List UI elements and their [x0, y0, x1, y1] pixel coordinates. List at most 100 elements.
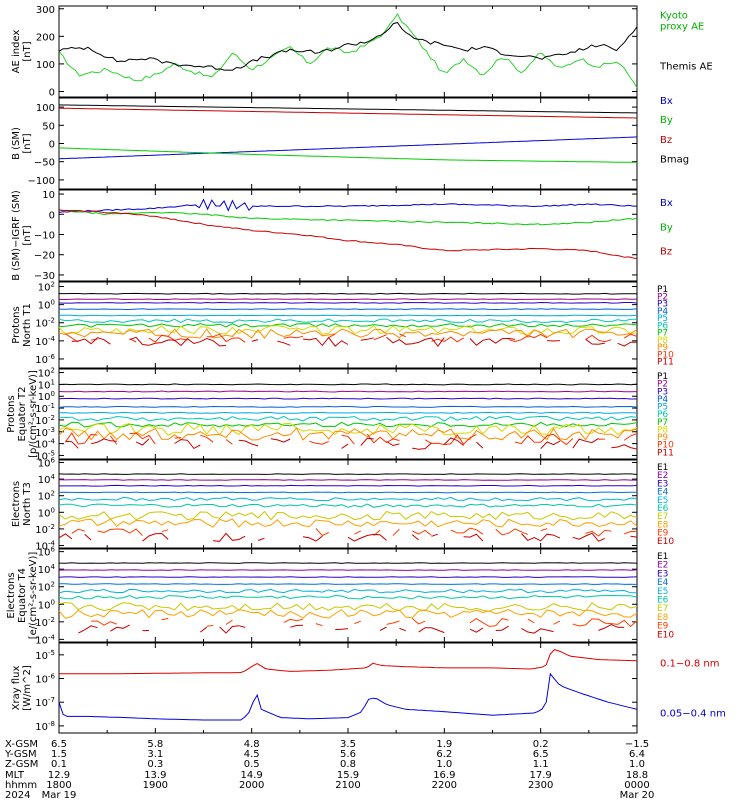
channel-legend-e5: E5 [657, 587, 668, 597]
channel-line-e3 [59, 484, 638, 487]
y-tick-label: 10-5 [35, 649, 55, 662]
x-axis-value: 16.9 [433, 770, 455, 781]
y-tick-label: 10-6 [35, 673, 55, 686]
channel-legend-p7: P7 [657, 329, 668, 339]
legend-by: By [660, 222, 673, 233]
y-axis-label: ProtonsNorth T1 [11, 303, 33, 347]
channel-legend-e6: E6 [657, 504, 669, 514]
channel-legend-p7: P7 [657, 418, 668, 428]
y-tick-label: 100 [38, 506, 55, 519]
legend-kyoto-proxy-ae: Kyoto proxy AE [660, 10, 704, 32]
y-tick-label: 104 [38, 563, 56, 576]
channel-line-p3 [58, 397, 637, 400]
y-tick-label: −10 [34, 230, 55, 241]
channel-line-e5 [58, 496, 638, 502]
channel-legend-e10: E10 [657, 537, 674, 547]
panel-3: 10 0 −10 −20 −30B (SM)−IGRF (SM)[nT] Bx By Bz [11, 189, 673, 282]
y-tick-label: 102 [38, 490, 55, 503]
y-tick-label: 100 [38, 299, 55, 312]
channel-line-p1 [59, 292, 638, 295]
x-axis-value: 2200 [432, 780, 457, 791]
panel-frame [58, 189, 638, 282]
series-line-bz [58, 107, 638, 119]
channel-line-e7 [58, 510, 638, 521]
panel-frame [58, 368, 638, 460]
x-axis-value: 1.5 [51, 749, 67, 760]
series-line-0-05-0-4-nm [58, 672, 638, 721]
y-tick-label: 104 [38, 473, 56, 486]
y-tick-label: 300 [36, 5, 55, 16]
x-axis-value: 1.0 [436, 759, 452, 770]
channel-legend-p10: P10 [657, 350, 674, 360]
channel-legend-p11: P11 [657, 358, 674, 368]
channel-line-e5 [58, 588, 637, 594]
x-axis-value: 12.9 [48, 770, 70, 781]
channel-legend-e10: E10 [657, 630, 674, 640]
channel-line-e2 [58, 479, 638, 481]
y-tick-label: −100 [28, 176, 55, 187]
channel-legend-p6: P6 [657, 321, 668, 331]
series-line-bz [58, 209, 638, 260]
y-tick-label: 10-6 [35, 353, 55, 366]
y-tick-label: −50 [34, 158, 55, 169]
x-axis-value: 13.9 [144, 770, 166, 781]
x-axis-value: 5.6 [340, 749, 356, 760]
panel-5: 10210110010-110-210-310-410-5ProtonsEqua… [6, 367, 674, 463]
legend-themis-ae: Themis AE [659, 61, 713, 72]
channel-legend-e5: E5 [657, 496, 668, 506]
channel-line-e10 [78, 625, 637, 634]
x-axis-value: −1.5 [625, 739, 649, 750]
x-axis-value: 17.9 [530, 770, 552, 781]
x-axis-value: 18.8 [626, 770, 648, 781]
channel-line-e10 [58, 532, 638, 542]
x-axis-value: 1.9 [436, 739, 452, 750]
channel-legend-p1: P1 [657, 285, 668, 295]
y-tick-label: 100 [38, 598, 55, 611]
channel-legend-e9: E9 [657, 622, 669, 632]
x-axis-value: 14.9 [241, 770, 263, 781]
channel-line-p1 [58, 383, 638, 386]
channel-legend-p1: P1 [657, 372, 668, 382]
channel-line-p4 [58, 308, 638, 311]
x-axis-value: 6.5 [51, 739, 67, 750]
legend-by: By [660, 115, 673, 126]
x-axis-value: 5.8 [147, 739, 163, 750]
x-axis-value: 0.3 [147, 759, 163, 770]
channel-line-p5 [58, 314, 638, 317]
channel-line-p7 [58, 421, 638, 428]
legend-bmag: Bmag [660, 154, 689, 165]
y-axis-label: B (SM)[nT] [11, 127, 33, 160]
channel-legend-e1: E1 [657, 552, 668, 562]
x-axis-value: 6.5 [533, 749, 549, 760]
channel-legend-e7: E7 [657, 604, 668, 614]
series-line-0-1-0-8-nm [59, 649, 638, 675]
x-axis-value: 2100 [335, 780, 360, 791]
panel-1: 300 200 100 0 AE index[nT] Kyoto proxy AE Themi… [11, 5, 713, 99]
channel-line-e1 [58, 562, 638, 564]
channel-line-e7 [58, 602, 638, 612]
x-axis-value: 4.5 [244, 749, 260, 760]
channel-line-e4 [58, 491, 637, 494]
y-tick-label: −20 [34, 251, 55, 262]
channel-line-e9 [91, 617, 638, 628]
series-line-bmag [58, 104, 637, 114]
channel-legend-e3: E3 [657, 569, 668, 579]
channel-line-e6 [58, 594, 638, 600]
y-tick-label: 106 [38, 546, 56, 559]
channel-legend-p10: P10 [657, 441, 674, 451]
x-axis-value: 1.0 [629, 759, 645, 770]
x-axis-value: 1900 [143, 780, 168, 791]
x-axis-row-label: Z-GSM [5, 759, 38, 770]
channel-line-e6 [58, 503, 638, 508]
x-axis-value: 0000 [624, 780, 649, 791]
channel-legend-p11: P11 [657, 448, 674, 458]
channel-legend-p4: P4 [657, 307, 668, 317]
channel-legend-e1: E1 [657, 463, 668, 473]
channel-line-e1 [58, 473, 638, 475]
y-axis-label: AE index[nT] [11, 30, 33, 74]
y-axis-label: ElectronsNorth T3 [11, 481, 33, 527]
panel-frame [58, 5, 638, 98]
channel-line-p6 [58, 415, 638, 422]
